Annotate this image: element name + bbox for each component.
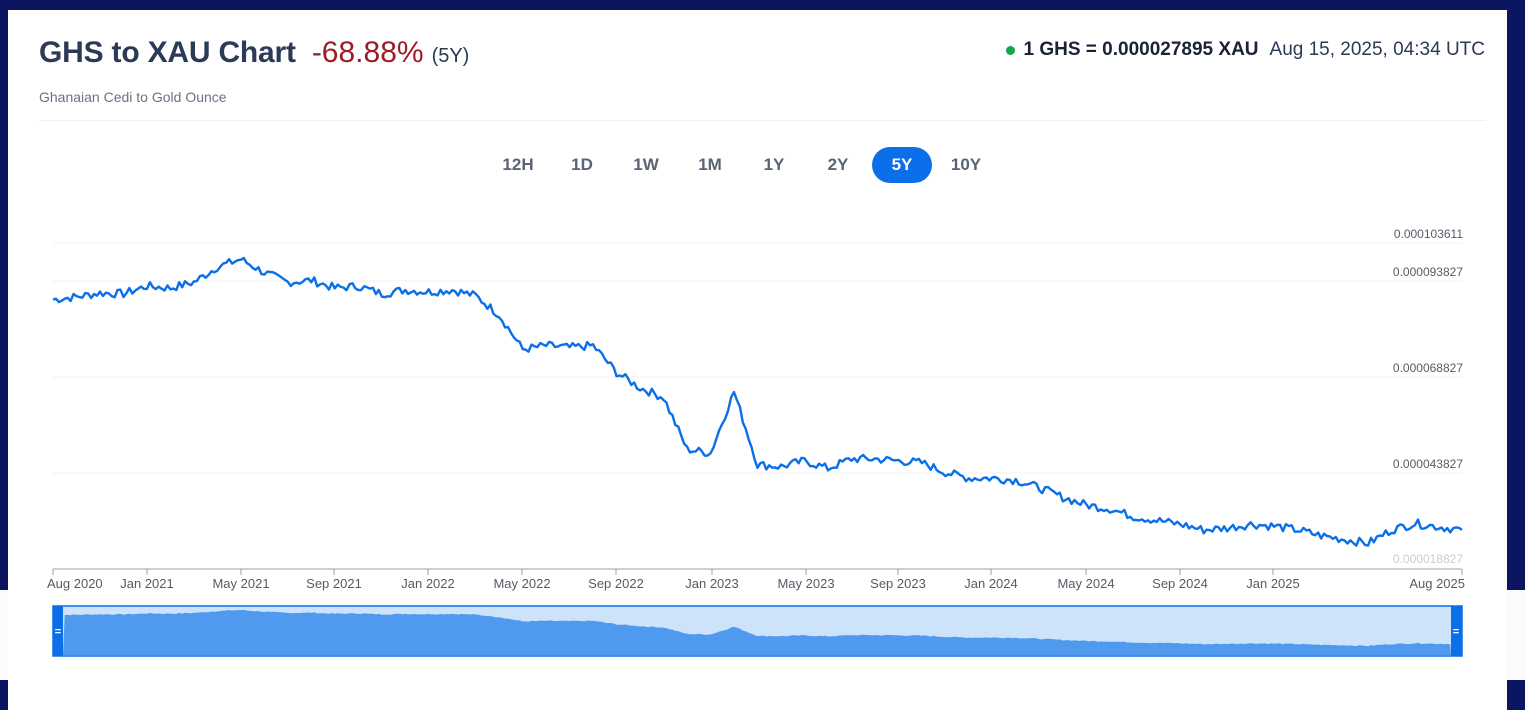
live-status-dot-icon [1005, 45, 1015, 55]
page-subtitle: Ghanaian Cedi to Gold Ounce [39, 89, 227, 105]
navigator-right-handle[interactable] [1451, 606, 1462, 656]
range-navigator[interactable]: = = [52, 605, 1463, 657]
range-button-1y[interactable]: 1Y [763, 155, 785, 174]
range-button-1w[interactable]: 1W [633, 155, 659, 174]
grip-icon: = [1453, 626, 1459, 638]
y-tick-label: 0.000103611 [1394, 227, 1464, 241]
navigator-area [63, 609, 1451, 655]
chart-header: GHS to XAU Chart -68.88% (5Y) [39, 36, 469, 70]
x-tick-label: Sep 2024 [1152, 576, 1208, 591]
y-tick-label: 0.000093827 [1393, 265, 1463, 279]
x-tick-label: May 2022 [493, 576, 550, 591]
percent-change: -68.88% [311, 36, 424, 69]
x-tick-label: Sep 2021 [306, 576, 362, 591]
x-tick-label: Sep 2022 [588, 576, 644, 591]
page-title: GHS to XAU Chart [39, 36, 296, 69]
exchange-rate: 1 GHS = 0.000027895 XAU [1023, 39, 1259, 60]
x-tick-label: May 2021 [212, 576, 269, 591]
y-axis-labels: 0.000103611 0.000093827 0.000068827 0.00… [1393, 227, 1463, 566]
x-tick-label: Jan 2023 [685, 576, 739, 591]
change-period: (5Y) [431, 45, 470, 67]
rate-timestamp: Aug 15, 2025, 04:34 UTC [1269, 39, 1485, 60]
navigator-left-handle[interactable] [53, 606, 63, 656]
x-tick-label: Jan 2021 [120, 576, 174, 591]
x-tick-label: Jan 2025 [1246, 576, 1300, 591]
range-button-12h[interactable]: 12H [502, 155, 534, 174]
range-button-1d[interactable]: 1D [571, 155, 593, 174]
range-button-5y[interactable]: 5Y [872, 147, 932, 183]
y-tick-label: 0.000068827 [1393, 361, 1463, 375]
chart-card [8, 10, 1507, 710]
price-line [52, 256, 1463, 547]
x-tick-label: Jan 2024 [964, 576, 1018, 591]
price-chart[interactable]: 0.000103611 0.000093827 0.000068827 0.00… [0, 0, 1525, 680]
range-button-10y[interactable]: 10Y [950, 155, 982, 174]
x-tick-label: Sep 2023 [870, 576, 926, 591]
time-range-selector: 12H 1D 1W 1M 1Y 2Y 5Y 10Y [488, 147, 1000, 183]
range-button-2y[interactable]: 2Y [827, 155, 849, 174]
header-divider [39, 120, 1486, 121]
range-button-1m[interactable]: 1M [698, 155, 722, 174]
live-rate: 1 GHS = 0.000027895 XAU Aug 15, 2025, 04… [1005, 39, 1485, 61]
y-tick-label: 0.000043827 [1393, 457, 1463, 471]
x-tick-label: Aug 2020 [47, 576, 103, 591]
y-tick-label: 0.000018827 [1393, 552, 1463, 566]
x-axis: Aug 2020 Jan 2021 May 2021 Sep 2021 Jan 2022… [47, 569, 1465, 591]
x-tick-label: Jan 2022 [401, 576, 455, 591]
x-tick-label: May 2024 [1057, 576, 1114, 591]
x-tick-label: Aug 2025 [1409, 576, 1465, 591]
y-gridlines [53, 242, 1462, 474]
x-tick-label: May 2023 [777, 576, 834, 591]
grip-icon: = [55, 626, 61, 638]
